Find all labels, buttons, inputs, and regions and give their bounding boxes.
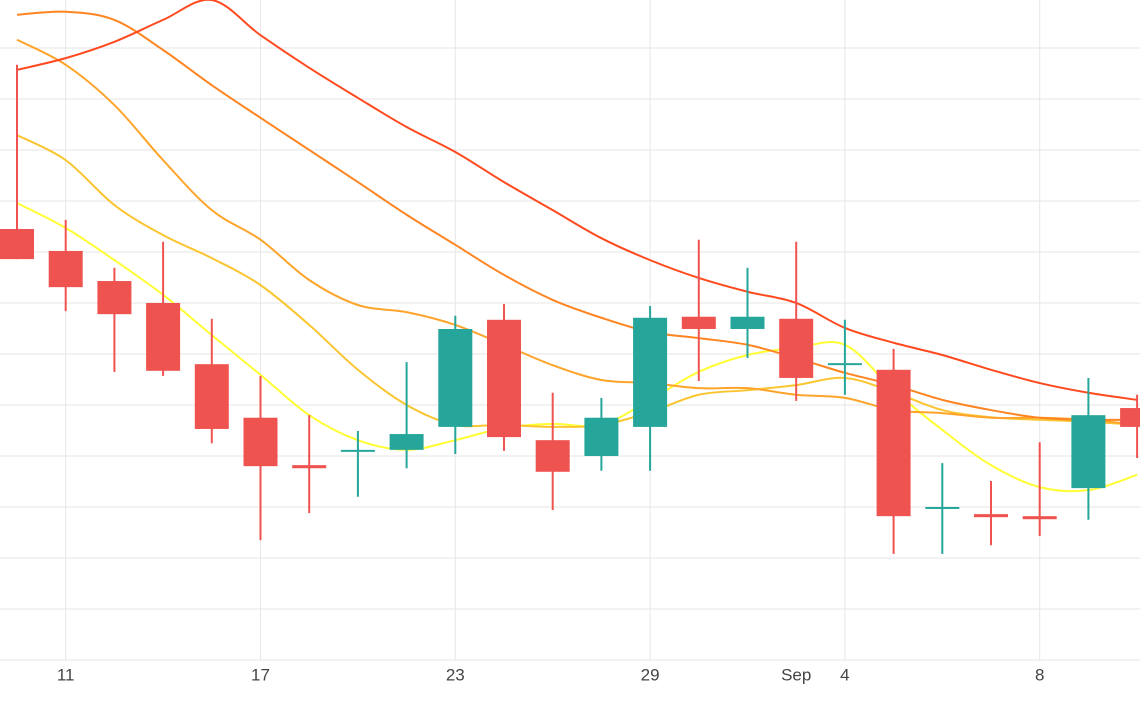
x-tick-label: 11 [57, 665, 75, 684]
candle-body [1022, 516, 1057, 520]
candle-body [487, 319, 521, 438]
moving-average-line [16, 10, 1138, 421]
moving-average-line [16, 38, 1138, 426]
candle-body [827, 363, 862, 366]
candle-body [389, 434, 424, 450]
candle-body [194, 364, 229, 429]
moving-average-line [16, 0, 1138, 401]
candle-body [292, 465, 327, 469]
candle-body [146, 302, 181, 371]
candle-body [1071, 415, 1106, 489]
candle-body [730, 316, 765, 329]
candle-body [633, 317, 668, 427]
candle-body [1120, 408, 1140, 427]
x-tick-label: 4 [840, 665, 849, 684]
moving-average-line [16, 134, 1138, 428]
x-tick-label: 8 [1035, 665, 1044, 684]
candle-body [535, 440, 570, 472]
candle-body [340, 449, 375, 452]
candle-body [681, 316, 716, 329]
candle-body [48, 250, 83, 288]
candle-body [97, 281, 132, 315]
candle-body [243, 417, 278, 467]
x-tick-label: 23 [446, 665, 465, 684]
candle-body [779, 318, 814, 378]
candle-body [974, 514, 1008, 518]
candle-body [876, 369, 911, 517]
candle-body [925, 506, 960, 509]
x-tick-label: Sep [781, 665, 811, 684]
candle-body [0, 229, 34, 260]
candle-body [584, 417, 619, 456]
x-tick-label: 17 [251, 665, 270, 684]
x-tick-label: 29 [641, 665, 660, 684]
candle-body [438, 328, 473, 427]
